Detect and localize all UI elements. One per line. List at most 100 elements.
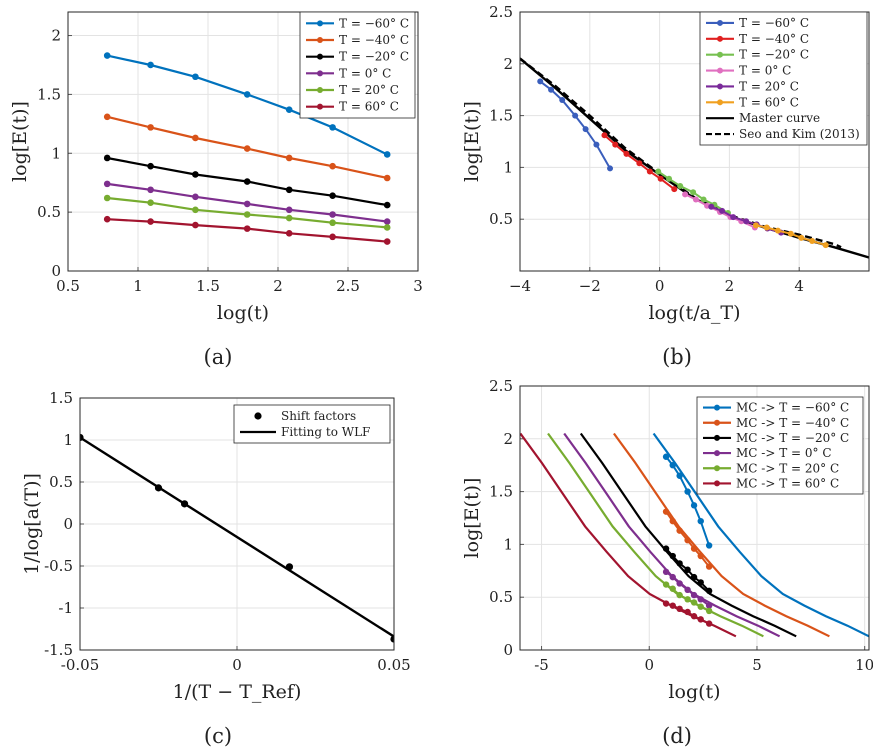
data-point xyxy=(662,600,670,607)
legend-marker xyxy=(714,404,720,411)
data-point xyxy=(705,607,713,615)
master-curve-4 xyxy=(547,432,764,638)
data-point xyxy=(705,563,713,570)
data-point xyxy=(329,211,336,218)
legend-marker xyxy=(714,434,720,441)
legend: MC -> T = −60° CMC -> T = −40° CMC -> T … xyxy=(696,396,864,495)
data-point xyxy=(623,150,630,157)
x-tick-label: 10 xyxy=(855,656,873,674)
y-axis-label: log[E(t)] xyxy=(461,101,483,182)
y-tick-label: 1.5 xyxy=(37,85,61,103)
panel-d: -5 0 5 10 0 0.5 1 1.5 2 2.5 log(t) log[E(t)] MC -> T… xyxy=(461,377,873,703)
data-point xyxy=(662,508,670,515)
x-tick-label: -0.05 xyxy=(61,656,99,674)
data-point xyxy=(669,517,676,525)
data-point xyxy=(147,124,154,131)
legend-label: T = −20° C xyxy=(339,50,409,64)
x-tick-label: 1 xyxy=(133,277,143,295)
data-point xyxy=(147,218,154,225)
data-point xyxy=(147,61,154,69)
data-point xyxy=(697,603,704,610)
data-point xyxy=(537,78,544,85)
legend-marker xyxy=(254,412,262,420)
data-point xyxy=(697,552,704,560)
data-point xyxy=(662,545,670,552)
data-point xyxy=(192,73,199,81)
data-point xyxy=(383,201,391,209)
x-tick-label: 2 xyxy=(273,277,283,295)
panel-c: -0.05 0 0.05 -1.5 -1 -0.5 0 0.5 1 1.5 1/(T − T_Ref… xyxy=(21,389,411,703)
y-tick-label: 0 xyxy=(503,641,513,659)
data-point xyxy=(676,472,683,479)
y-tick-label: -0.5 xyxy=(44,557,73,575)
x-axis-label: 1/(T − T_Ref) xyxy=(173,681,302,703)
legend-label: Seo and Kim (2013) xyxy=(739,127,860,141)
data-point xyxy=(329,233,336,241)
data-point xyxy=(676,605,683,613)
data-point xyxy=(787,230,794,237)
data-point xyxy=(559,97,566,104)
legend-label: T = −60° C xyxy=(339,16,409,30)
x-tick-label: -5 xyxy=(534,656,549,674)
data-point xyxy=(662,568,670,576)
legend-marker xyxy=(317,53,323,60)
legend-label: MC -> T = 0° C xyxy=(736,446,832,460)
legend-label: T = 0° C xyxy=(339,66,391,80)
data-point xyxy=(383,174,391,182)
data-point xyxy=(690,591,698,599)
legend-marker xyxy=(317,103,323,110)
data-point xyxy=(700,196,707,203)
data-point xyxy=(798,234,805,241)
data-point xyxy=(612,141,619,148)
legend-label: Fitting to WLF xyxy=(281,425,370,439)
x-tick-label: 0 xyxy=(655,277,665,295)
x-tick-label: −4 xyxy=(509,277,531,295)
legend-marker xyxy=(717,99,723,106)
data-point xyxy=(285,186,293,194)
legend: T = −60° C T = −40° C T = −20° C T = 0° C T … xyxy=(299,11,416,119)
legend-marker xyxy=(717,51,723,58)
y-tick-label: -1 xyxy=(58,599,73,617)
legend-marker xyxy=(317,87,323,93)
x-tick-label: −2 xyxy=(579,277,601,295)
data-point xyxy=(147,162,154,170)
y-tick-label: 1 xyxy=(503,158,513,176)
data-point xyxy=(697,579,704,586)
axes-frame xyxy=(79,397,395,651)
legend-label: T = 20° C xyxy=(739,79,799,93)
data-point xyxy=(690,502,698,509)
x-tick-label: 1.5 xyxy=(196,277,220,295)
plot-content xyxy=(80,433,394,643)
data-point xyxy=(243,211,251,218)
legend-label: T = 60° C xyxy=(339,100,399,114)
data-point xyxy=(646,168,653,175)
data-point xyxy=(690,573,698,581)
data-point xyxy=(243,200,251,208)
legend-marker xyxy=(714,419,720,426)
panel-caption-d: (d) xyxy=(662,724,692,748)
panel-caption-b: (b) xyxy=(662,345,692,369)
legend: Shift factors Fitting to WLF xyxy=(233,404,391,444)
data-point xyxy=(636,160,643,167)
legend-label: T = 20° C xyxy=(339,83,399,97)
data-point xyxy=(329,124,336,131)
x-tick-label: 2.5 xyxy=(336,277,360,295)
data-point xyxy=(822,242,829,249)
fit-line xyxy=(80,436,394,638)
y-tick-label: 2 xyxy=(503,55,513,73)
data-point xyxy=(383,151,391,158)
data-point xyxy=(655,168,662,175)
y-axis-label: 1/log[a(T)] xyxy=(21,473,43,575)
data-point xyxy=(582,126,589,133)
data-point xyxy=(383,238,391,245)
data-point xyxy=(684,608,691,616)
data-point xyxy=(676,580,683,587)
y-tick-label: 0.5 xyxy=(37,203,61,221)
data-point xyxy=(690,599,698,606)
plot-content xyxy=(520,432,869,638)
data-point xyxy=(285,206,293,214)
legend-marker xyxy=(714,465,720,472)
data-point xyxy=(809,237,816,244)
data-point xyxy=(243,145,251,152)
